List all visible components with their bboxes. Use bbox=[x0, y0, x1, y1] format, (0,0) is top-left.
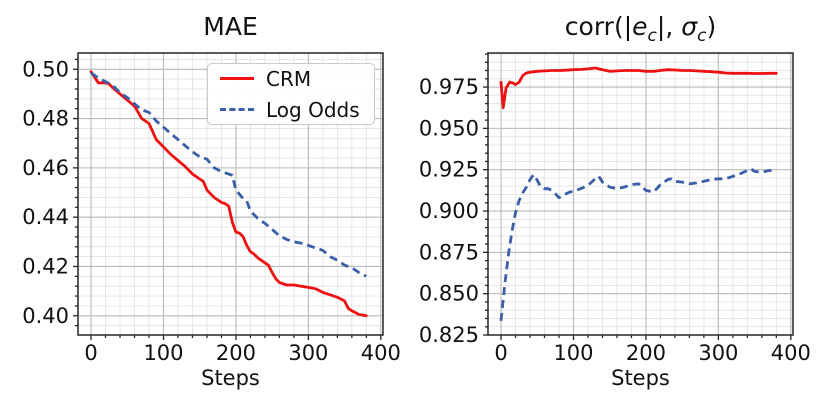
left-chart-y-tick-label: 0.42 bbox=[22, 254, 69, 278]
right-chart-x-tick-label: 300 bbox=[698, 341, 738, 365]
right-chart-log-odds-line bbox=[499, 167, 777, 322]
left-chart-ticks bbox=[73, 58, 382, 340]
right-chart-y-tick-label: 0.925 bbox=[419, 158, 479, 182]
left-chart-crm-line bbox=[89, 70, 368, 318]
left-chart-tick-labels: 0 100 200 300 400 0.40 0.42 0.44 0.46 0.48 0.50 bbox=[22, 57, 401, 365]
right-chart-y-tick-label: 0.850 bbox=[419, 282, 479, 306]
right-chart-tick-labels: 0 100 200 300 400 0.825 0.850 0.875 0.900 0.925 0.… bbox=[419, 75, 811, 365]
right-chart-y-tick-label: 0.975 bbox=[419, 75, 479, 99]
right-chart: 0 100 200 300 400 0.825 0.850 0.875 0.900 0.925 0.… bbox=[419, 52, 811, 365]
crm-line-sample bbox=[220, 77, 254, 80]
right-x-axis-label: Steps bbox=[611, 366, 670, 390]
left-x-axis-label: Steps bbox=[201, 366, 260, 390]
right-chart-y-tick-label: 0.875 bbox=[419, 240, 479, 264]
legend-label-log-odds: Log Odds bbox=[266, 97, 360, 122]
right-chart-ticks bbox=[483, 53, 792, 340]
left-chart-y-tick-label: 0.48 bbox=[22, 107, 69, 131]
left-chart-y-tick-label: 0.50 bbox=[22, 57, 69, 81]
left-chart-spines bbox=[77, 52, 384, 336]
left-chart-x-tick-label: 100 bbox=[143, 341, 183, 365]
left-chart-title: MAE bbox=[203, 12, 258, 41]
legend: CRM Log Odds bbox=[207, 63, 375, 125]
legend-item-log-odds: Log Odds bbox=[220, 98, 362, 122]
right-chart-x-tick-label: 200 bbox=[626, 341, 666, 365]
right-chart-x-tick-label: 100 bbox=[553, 341, 593, 365]
right-chart-y-tick-label: 0.825 bbox=[419, 323, 479, 347]
right-chart-minor-grid bbox=[488, 53, 793, 335]
right-chart-y-tick-label: 0.900 bbox=[419, 199, 479, 223]
right-chart-x-tick-label: 400 bbox=[771, 341, 811, 365]
left-chart-x-tick-label: 300 bbox=[288, 341, 328, 365]
right-chart-y-tick-label: 0.950 bbox=[419, 116, 479, 140]
legend-label-crm: CRM bbox=[266, 66, 312, 91]
left-chart-x-tick-label: 0 bbox=[84, 341, 97, 365]
left-chart-x-tick-label: 200 bbox=[216, 341, 256, 365]
left-chart-x-tick-label: 400 bbox=[361, 341, 401, 365]
left-chart-log-odds-line bbox=[90, 71, 367, 278]
right-chart-title: corr(|ec|, σc) bbox=[564, 12, 717, 46]
left-chart-y-tick-label: 0.46 bbox=[22, 156, 69, 180]
right-chart-x-tick-label: 0 bbox=[494, 341, 507, 365]
legend-item-crm: CRM bbox=[220, 67, 362, 91]
left-chart: 0 100 200 300 400 0.40 0.42 0.44 0.46 0.48 0.50 bbox=[22, 52, 401, 365]
left-chart-y-tick-label: 0.40 bbox=[22, 304, 69, 328]
right-chart-crm-line bbox=[499, 66, 778, 110]
log-odds-line-sample bbox=[220, 108, 254, 111]
left-chart-y-tick-label: 0.44 bbox=[22, 205, 69, 229]
